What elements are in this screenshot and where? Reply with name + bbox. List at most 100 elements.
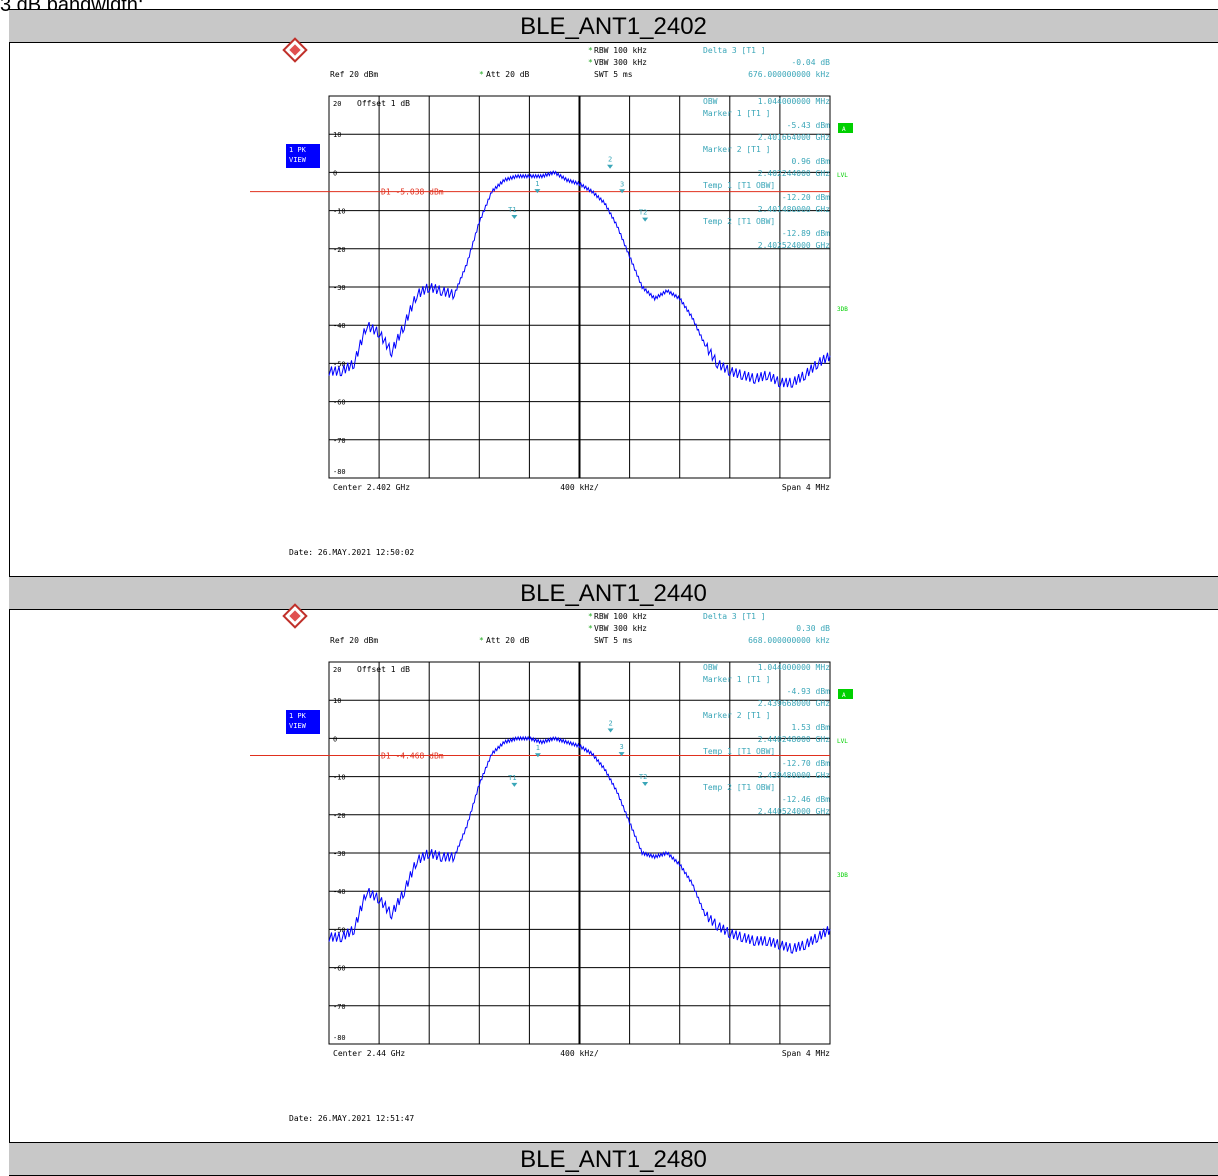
- y-tick-label: -50: [333, 360, 346, 368]
- ref-level: Ref 20 dBm: [330, 70, 378, 79]
- trace-a-badge: [838, 123, 853, 133]
- ref-level: Ref 20 dBm: [330, 636, 378, 645]
- y-tick-label: 0: [333, 735, 337, 743]
- marker-T1: [511, 782, 518, 787]
- display-line-label: D1 -5.038 dBm: [381, 188, 444, 197]
- marker-3: [618, 752, 625, 757]
- delta-value: -0.04 dB: [791, 58, 830, 67]
- spectrum-trace: [328, 170, 831, 388]
- marker-table-value: 1.044000000 MHz: [758, 663, 830, 672]
- y-tick-label: 10: [333, 131, 341, 139]
- y-tick-label: -10: [333, 774, 346, 782]
- marker-table-value: 1.53 dBm: [791, 723, 830, 732]
- marker-3: [619, 189, 626, 194]
- marker-2: [607, 164, 614, 169]
- marker-table-value: 2.439668000 GHz: [758, 699, 830, 708]
- trace-view-label: VIEW: [289, 156, 307, 164]
- marker-label: 2: [608, 156, 612, 164]
- y-tick-label: -80: [333, 468, 346, 476]
- marker-table-value: -12.46 dBm: [782, 795, 830, 804]
- delta-label: Delta 3 [T1 ]: [703, 46, 766, 55]
- span: Span 4 MHz: [782, 1049, 830, 1058]
- attenuation: Att 20 dB: [486, 70, 530, 79]
- marker-table-value: 0.96 dBm: [791, 157, 830, 166]
- table-header-2402: BLE_ANT1_2402: [9, 9, 1218, 43]
- marker-table-value: 1.044000000 MHz: [758, 97, 830, 106]
- marker-label: 2: [608, 720, 612, 728]
- marker-label: T1: [508, 206, 516, 214]
- trace-mode-label: 1 PK: [289, 712, 307, 720]
- spectrum-plot-2402: Ref 20 dBm * Att 20 dB * RBW 100 kHz * VBW 300…: [250, 37, 853, 574]
- y-tick-label: -10: [333, 208, 346, 216]
- y-tick-label: 10: [333, 697, 341, 705]
- y-tick-label: -20: [333, 246, 346, 254]
- marker-table-label: Marker 2 [T1 ]: [703, 145, 770, 154]
- delta-label: Delta 3 [T1 ]: [703, 612, 766, 621]
- rs-logo: [282, 37, 308, 63]
- per-division: 400 kHz/: [560, 1049, 599, 1058]
- marker-T2: [642, 217, 649, 222]
- marker-2: [607, 728, 614, 733]
- star-icon: *: [588, 58, 593, 67]
- marker-label: T2: [639, 209, 647, 217]
- 3db-label: 3DB: [837, 306, 848, 313]
- center-freq: Center 2.402 GHz: [333, 483, 410, 492]
- y-tick-label: -70: [333, 1003, 346, 1011]
- y-tick-label: 20: [333, 666, 341, 674]
- date-stamp: Date: 26.MAY.2021 12:50:02: [289, 548, 415, 557]
- marker-label: T1: [508, 774, 516, 782]
- y-tick-label: -60: [333, 965, 346, 973]
- marker-label: 1: [535, 180, 539, 188]
- y-tick-label: -50: [333, 926, 346, 934]
- sweep-time: SWT 5 ms: [594, 636, 633, 645]
- trace-a-label: A: [842, 126, 846, 133]
- offset-label: Offset 1 dB: [357, 99, 410, 108]
- trace-a-label: A: [842, 692, 846, 699]
- marker-table-label: Temp 2 [T1 OBW]: [703, 217, 775, 226]
- marker-table-label: Marker 1 [T1 ]: [703, 675, 770, 684]
- marker-table-value: 2.440248000 GHz: [758, 735, 830, 744]
- y-tick-label: -40: [333, 322, 346, 330]
- table-header-2440: BLE_ANT1_2440: [9, 576, 1218, 610]
- marker-table-label: OBW: [703, 663, 718, 672]
- marker-table-label: Marker 2 [T1 ]: [703, 711, 770, 720]
- lvl-label: LVL: [837, 172, 848, 179]
- rbw: RBW 100 kHz: [594, 46, 647, 55]
- span: Span 4 MHz: [782, 483, 830, 492]
- star-icon: *: [479, 636, 484, 645]
- delta-freq: 668.000000000 kHz: [748, 636, 830, 645]
- trace-a-badge: [838, 689, 853, 699]
- date-stamp: Date: 26.MAY.2021 12:51:47: [289, 1114, 415, 1123]
- spectrum-plot-2440: Ref 20 dBm * Att 20 dB * RBW 100 kHz * VBW 300…: [250, 603, 853, 1140]
- y-tick-label: 0: [333, 169, 337, 177]
- star-icon: *: [588, 624, 593, 633]
- marker-table-value: -12.89 dBm: [782, 229, 830, 238]
- vbw: VBW 300 kHz: [594, 58, 647, 67]
- offset-label: Offset 1 dB: [357, 665, 410, 674]
- marker-1: [534, 189, 541, 194]
- y-tick-label: -70: [333, 437, 346, 445]
- marker-table-value: -12.70 dBm: [782, 759, 830, 768]
- marker-label: T2: [639, 773, 647, 781]
- delta-freq: 676.000000000 kHz: [748, 70, 830, 79]
- marker-table-value: -5.43 dBm: [787, 121, 831, 130]
- per-division: 400 kHz/: [560, 483, 599, 492]
- marker-table-value: 2.401664000 GHz: [758, 133, 830, 142]
- display-line-label: D1 -4.468 dBm: [381, 751, 444, 760]
- table-header-2480: BLE_ANT1_2480: [9, 1142, 1218, 1176]
- marker-T2: [642, 781, 649, 786]
- marker-table-value: -12.20 dBm: [782, 193, 830, 202]
- marker-label: 3: [620, 180, 624, 188]
- star-icon: *: [588, 612, 593, 621]
- vbw: VBW 300 kHz: [594, 624, 647, 633]
- trace-mode-badge: [286, 144, 320, 168]
- star-icon: *: [479, 70, 484, 79]
- marker-table-value: 2.439480000 GHz: [758, 771, 830, 780]
- spectrum-svg: Ref 20 dBm * Att 20 dB* RBW 100 kHz* VBW 300…: [250, 603, 853, 1058]
- marker-T1: [511, 215, 518, 220]
- marker-label: 3: [619, 743, 623, 751]
- trace-mode-badge: [286, 710, 320, 734]
- spectrum-trace: [328, 735, 831, 954]
- rs-logo: [282, 603, 308, 629]
- 3db-label: 3DB: [837, 872, 848, 879]
